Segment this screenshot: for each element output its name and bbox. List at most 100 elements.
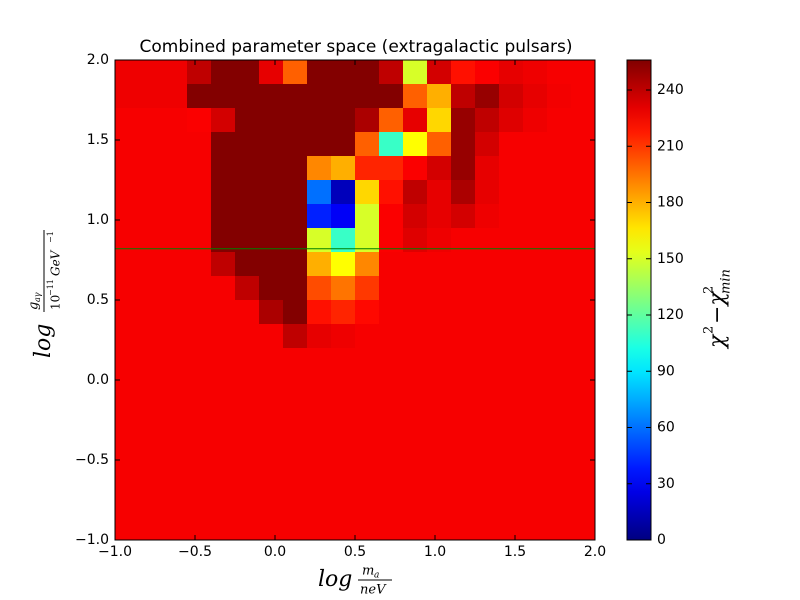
heatmap-cell: [571, 204, 596, 229]
heatmap-cell: [163, 324, 188, 349]
heatmap-cell: [571, 180, 596, 205]
heatmap-cell: [523, 60, 548, 85]
heatmap-cell: [523, 516, 548, 541]
heatmap-cell: [475, 420, 500, 445]
heatmap-cell: [451, 468, 476, 493]
heatmap-cell: [403, 180, 428, 205]
heatmap-cell: [499, 156, 524, 181]
heatmap-cell: [259, 420, 284, 445]
colorbar-tick-label: 90: [657, 363, 675, 379]
heatmap-cell: [187, 348, 212, 373]
heatmap-cell: [427, 396, 452, 421]
heatmap-cell: [259, 180, 284, 205]
heatmap-cell: [475, 300, 500, 325]
heatmap-cell: [355, 132, 380, 157]
heatmap-cell: [259, 492, 284, 517]
heatmap-cell: [259, 324, 284, 349]
heatmap-cell: [115, 204, 140, 229]
heatmap-cell: [115, 60, 140, 85]
heatmap-cell: [475, 516, 500, 541]
heatmap-cell: [379, 180, 404, 205]
heatmap-cell: [163, 156, 188, 181]
heatmap-cell: [187, 276, 212, 301]
heatmap-cell: [427, 324, 452, 349]
heatmap-cell: [571, 84, 596, 109]
heatmap-cell: [475, 468, 500, 493]
heatmap-cell: [139, 60, 164, 85]
heatmap-cell: [163, 276, 188, 301]
heatmap-cell: [451, 492, 476, 517]
heatmap-cell: [451, 60, 476, 85]
heatmap-cell: [187, 204, 212, 229]
colorbar-tick-label: 120: [657, 307, 684, 323]
heatmap-cell: [235, 84, 260, 109]
heatmap-cell: [547, 516, 572, 541]
heatmap-cell: [259, 348, 284, 373]
heatmap-cell: [355, 60, 380, 85]
heatmap-cell: [355, 252, 380, 277]
heatmap-cell: [475, 204, 500, 229]
heatmap-cell: [187, 324, 212, 349]
colorbar-tick-label: 150: [657, 251, 684, 267]
heatmap-cell: [307, 204, 332, 229]
heatmap-cell: [163, 348, 188, 373]
heatmap-cell: [235, 108, 260, 133]
heatmap-cell: [211, 60, 236, 85]
heatmap-cell: [403, 324, 428, 349]
heatmap-cell: [331, 420, 356, 445]
heatmap-cell: [163, 468, 188, 493]
heatmap-cell: [355, 108, 380, 133]
heatmap-cell: [523, 468, 548, 493]
heatmap-cell: [283, 396, 308, 421]
heatmap-cell: [235, 132, 260, 157]
y-label-numerator: g: [27, 302, 42, 310]
heatmap-cell: [331, 252, 356, 277]
heatmap-cell: [451, 324, 476, 349]
heatmap-cell: [331, 84, 356, 109]
heatmap-cell: [235, 516, 260, 541]
heatmap-cell: [331, 396, 356, 421]
heatmap-cell: [571, 420, 596, 445]
y-label-denominator: 10: [49, 295, 63, 310]
heatmap-cell: [475, 276, 500, 301]
heatmap-cell: [331, 180, 356, 205]
heatmap-cell: [499, 252, 524, 277]
heatmap-cell: [283, 300, 308, 325]
heatmap-cell: [115, 180, 140, 205]
heatmap-cell: [139, 84, 164, 109]
heatmap-cell: [475, 372, 500, 397]
heatmap-cell: [547, 132, 572, 157]
heatmap-cell: [307, 180, 332, 205]
x-tick-label: 1.5: [504, 544, 526, 560]
heatmap-cell: [211, 300, 236, 325]
heatmap-cell: [403, 300, 428, 325]
heatmap-cell: [283, 60, 308, 85]
heatmap-cell: [163, 372, 188, 397]
heatmap-cell: [283, 372, 308, 397]
heatmap-cell: [379, 468, 404, 493]
heatmap-cell: [547, 204, 572, 229]
heatmap-cell: [331, 60, 356, 85]
heatmap: [115, 60, 596, 541]
heatmap-cell: [427, 468, 452, 493]
heatmap-cell: [571, 492, 596, 517]
heatmap-cell: [259, 372, 284, 397]
heatmap-cell: [235, 300, 260, 325]
heatmap-cell: [187, 108, 212, 133]
heatmap-cell: [283, 492, 308, 517]
heatmap-cell: [403, 132, 428, 157]
heatmap-cell: [571, 108, 596, 133]
heatmap-cell: [259, 60, 284, 85]
heatmap-cell: [379, 156, 404, 181]
heatmap-cell: [379, 324, 404, 349]
heatmap-cell: [283, 84, 308, 109]
heatmap-cell: [499, 348, 524, 373]
heatmap-cell: [115, 492, 140, 517]
heatmap-cell: [355, 204, 380, 229]
heatmap-cell: [115, 108, 140, 133]
heatmap-cell: [355, 324, 380, 349]
heatmap-cell: [139, 516, 164, 541]
heatmap-cell: [235, 492, 260, 517]
heatmap-cell: [307, 156, 332, 181]
y-label-denominator-sup: −11: [46, 279, 55, 296]
